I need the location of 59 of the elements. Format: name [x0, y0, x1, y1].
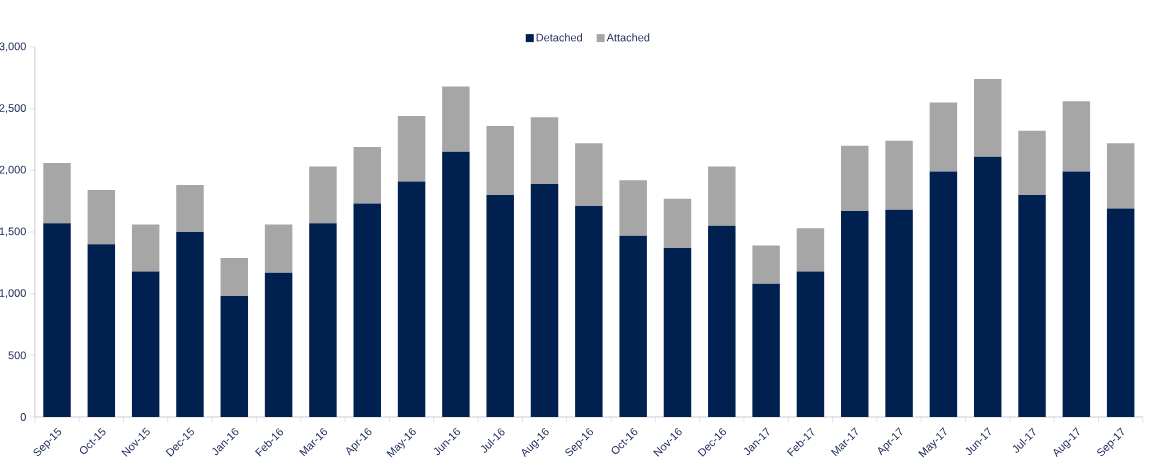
bar [176, 185, 204, 232]
bar [397, 181, 426, 417]
bar [220, 296, 249, 417]
bar [708, 225, 736, 417]
bar [264, 272, 293, 417]
bar [708, 166, 736, 226]
bar [796, 271, 825, 417]
legend-label: Detached [536, 33, 582, 42]
bar [575, 206, 603, 417]
bar [353, 146, 381, 204]
bar [929, 102, 958, 172]
bar [264, 224, 293, 273]
bar [1018, 130, 1046, 195]
bar [1106, 208, 1135, 417]
bar [885, 140, 913, 210]
bar [929, 171, 958, 417]
bar [1062, 101, 1091, 172]
bar [397, 116, 426, 182]
bar [131, 271, 160, 417]
bar [220, 257, 249, 297]
y-tick-label: 1,000 [0, 289, 26, 299]
bar [442, 86, 470, 152]
bar [663, 248, 692, 417]
y-tick-label: 3,000 [0, 42, 26, 52]
bar [841, 145, 869, 212]
bar [486, 194, 514, 417]
bar [353, 203, 381, 417]
bar [663, 198, 692, 249]
bar [885, 209, 913, 417]
bar [442, 151, 470, 417]
bar [575, 143, 603, 207]
bar [619, 180, 647, 236]
bar [87, 244, 116, 417]
bar [131, 224, 160, 272]
bar [619, 235, 647, 417]
bar [796, 228, 825, 272]
bar [1062, 171, 1091, 417]
bar [43, 223, 71, 417]
y-tick-label: 500 [8, 351, 26, 360]
bar [973, 79, 1002, 157]
bar [309, 166, 337, 224]
bar [309, 223, 337, 417]
bar [1106, 143, 1135, 209]
bar [841, 211, 869, 417]
legend-label: Attached [606, 33, 650, 42]
y-tick-label: 2,500 [0, 104, 26, 114]
bar [530, 183, 559, 417]
bar [530, 117, 559, 184]
y-tick-label: 2,000 [0, 165, 26, 175]
bar [43, 162, 71, 224]
bar [176, 231, 204, 417]
bar [1018, 194, 1046, 417]
bar [973, 156, 1002, 417]
bar [87, 190, 116, 245]
y-tick-label: 0 [20, 413, 26, 421]
bar [752, 283, 780, 417]
bar [486, 125, 514, 195]
bar [752, 245, 780, 284]
y-tick-label: 1,500 [0, 227, 26, 237]
